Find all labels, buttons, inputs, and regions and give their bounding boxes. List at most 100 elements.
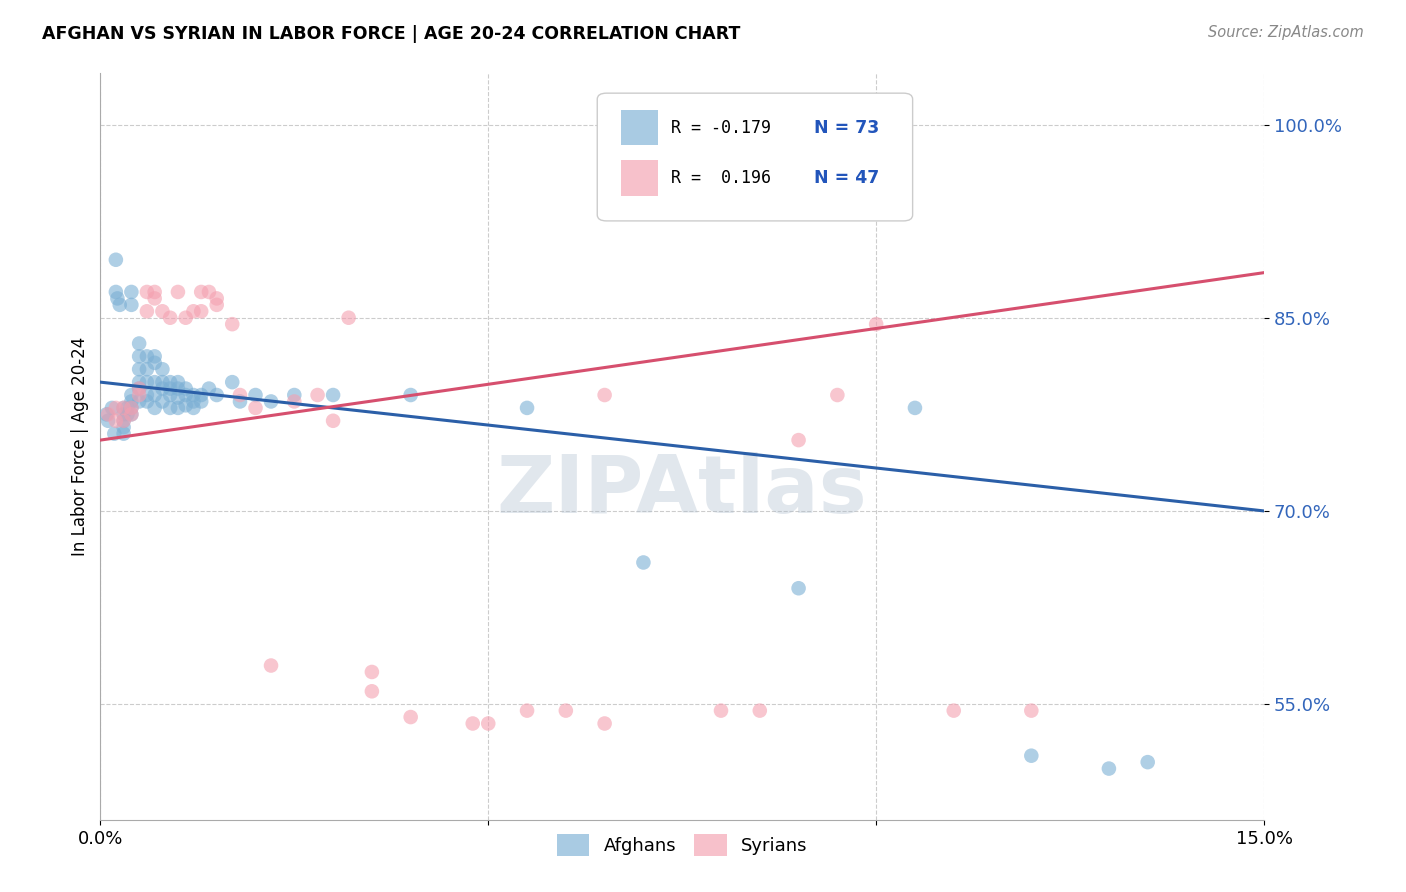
Point [229,388,252,402]
Point [152,394,174,409]
Point [152,382,174,396]
Point [1136,755,1159,769]
Point [399,388,422,402]
Point [360,684,382,698]
Point [183,394,205,409]
Point [104,414,127,428]
Point [167,401,190,415]
Point [143,285,166,299]
Point [174,398,197,412]
Point [112,426,135,441]
Point [283,394,305,409]
Point [143,350,166,364]
Bar [620,160,658,195]
Point [322,388,344,402]
Point [198,285,221,299]
Point [128,362,150,376]
Point [152,375,174,389]
Point [174,382,197,396]
Point [120,408,142,422]
Point [205,298,228,312]
Point [787,581,810,595]
Point [104,401,127,415]
Point [152,304,174,318]
Point [516,401,538,415]
Point [112,420,135,434]
Point [128,350,150,364]
Point [865,317,887,331]
Point [1098,762,1121,776]
Point [117,408,139,422]
Point [245,388,267,402]
Point [593,716,616,731]
Text: AFGHAN VS SYRIAN IN LABOR FORCE | AGE 20-24 CORRELATION CHART: AFGHAN VS SYRIAN IN LABOR FORCE | AGE 20… [42,25,741,43]
Point [748,704,770,718]
Text: R =  0.196: R = 0.196 [671,169,770,186]
Point [167,375,190,389]
Point [1021,704,1043,718]
Point [205,292,228,306]
Point [190,388,212,402]
Point [633,556,655,570]
Y-axis label: In Labor Force | Age 20-24: In Labor Force | Age 20-24 [72,337,89,557]
Point [827,388,849,402]
Point [135,394,157,409]
Point [205,388,228,402]
Point [461,716,484,731]
Point [112,408,135,422]
Point [710,704,733,718]
Point [167,382,190,396]
Point [143,356,166,370]
Point [183,401,205,415]
Point [159,310,181,325]
Point [190,304,212,318]
Point [399,710,422,724]
Text: Source: ZipAtlas.com: Source: ZipAtlas.com [1208,25,1364,40]
Point [135,304,157,318]
Point [101,401,124,415]
Point [174,388,197,402]
Point [143,388,166,402]
Point [112,414,135,428]
Point [104,285,127,299]
Point [554,704,576,718]
Point [120,388,142,402]
Point [120,394,142,409]
Point [97,414,120,428]
Text: N = 47: N = 47 [814,169,879,186]
Point [128,382,150,396]
Point [104,252,127,267]
Point [167,285,190,299]
Point [1021,748,1043,763]
Point [135,285,157,299]
Point [108,298,131,312]
Point [96,408,118,422]
Point [337,310,360,325]
Point [159,388,181,402]
Point [120,401,142,415]
Point [190,285,212,299]
Point [112,414,135,428]
Point [143,401,166,415]
Point [477,716,499,731]
Point [942,704,965,718]
Point [135,362,157,376]
Point [229,394,252,409]
Point [221,375,243,389]
Text: N = 73: N = 73 [814,119,879,136]
Text: ZIPAtlas: ZIPAtlas [496,452,868,531]
Point [174,310,197,325]
Point [128,394,150,409]
Point [183,304,205,318]
Point [221,317,243,331]
Point [159,375,181,389]
Point [152,362,174,376]
Point [97,408,120,422]
Point [128,336,150,351]
Point [360,665,382,679]
Point [120,298,142,312]
Point [190,394,212,409]
Point [183,388,205,402]
Point [107,292,129,306]
Legend: Afghans, Syrians: Afghans, Syrians [550,827,815,863]
